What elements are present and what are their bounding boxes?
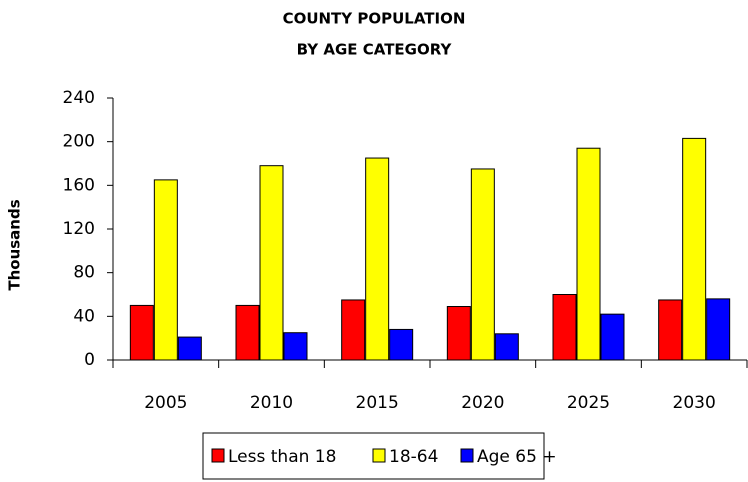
bar	[341, 299, 366, 361]
legend-swatch	[460, 448, 474, 463]
bar	[552, 294, 577, 361]
bar	[600, 313, 625, 361]
legend-swatch	[372, 448, 386, 463]
x-tick-label: 2010	[250, 393, 293, 413]
bar	[494, 333, 519, 361]
x-tick-label: 2030	[673, 393, 716, 413]
bar	[177, 336, 202, 361]
bar	[259, 165, 284, 361]
bar	[129, 304, 154, 361]
bar	[389, 328, 414, 361]
y-tick-label: 80	[73, 263, 95, 283]
chart-title: COUNTY POPULATION	[283, 10, 466, 28]
bar	[283, 332, 308, 361]
y-tick-label: 0	[84, 350, 95, 370]
legend-label: Less than 18	[228, 447, 336, 467]
x-tick-label: 2005	[144, 393, 187, 413]
bar	[446, 306, 471, 361]
x-tick-label: 2025	[567, 393, 610, 413]
x-tick-label: 2015	[356, 393, 399, 413]
bar	[682, 137, 707, 361]
bar	[153, 179, 178, 361]
y-axis-label: Thousands	[6, 199, 24, 290]
chart-subtitle: BY AGE CATEGORY	[297, 41, 453, 59]
legend-swatch	[211, 448, 225, 463]
bar	[576, 147, 601, 361]
x-tick-label: 2020	[461, 393, 504, 413]
bar	[235, 304, 260, 361]
bar	[470, 168, 495, 361]
y-tick-label: 200	[63, 132, 95, 152]
legend-label: Age 65 +	[477, 447, 557, 467]
y-tick-label: 40	[73, 306, 95, 326]
y-tick-label: 160	[63, 175, 95, 195]
bar	[706, 298, 731, 361]
bar	[365, 157, 390, 361]
legend-label: 18-64	[389, 447, 438, 467]
bar	[658, 299, 683, 361]
y-tick-label: 240	[63, 88, 95, 108]
y-tick-label: 120	[63, 219, 95, 239]
